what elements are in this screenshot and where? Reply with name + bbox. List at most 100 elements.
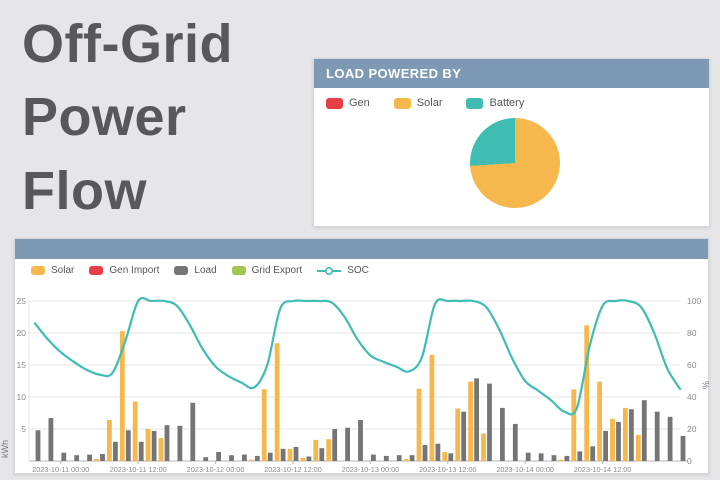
bar-solar[interactable] [558,459,564,461]
bar-solar[interactable] [326,439,332,461]
bar-load[interactable] [603,430,608,461]
bar-solar[interactable] [481,433,486,462]
bar-solar[interactable] [468,381,473,461]
bar-load[interactable] [87,454,92,461]
bar-load[interactable] [280,448,286,461]
bar-solar[interactable] [119,331,125,461]
bar-load[interactable] [345,427,350,461]
bar-load[interactable] [164,425,170,461]
legend-label: Battery [489,97,525,109]
soc-line[interactable] [33,296,682,416]
bar-solar[interactable] [429,354,435,461]
bar-load[interactable] [396,455,402,461]
bar-load[interactable] [474,378,479,461]
svg-text:15: 15 [17,360,27,370]
legend-item-soc[interactable]: SOC [317,265,369,276]
bar-load[interactable] [616,422,621,461]
svg-text:5: 5 [21,424,26,434]
bar-solar[interactable] [145,429,151,461]
bar-solar[interactable] [94,459,99,461]
bar-solar[interactable] [403,459,409,461]
bar-solar[interactable] [455,408,461,462]
bar-load[interactable] [551,455,557,461]
bar-solar[interactable] [300,457,306,461]
svg-text:100: 100 [687,296,701,306]
bar-load[interactable] [512,423,518,461]
bar-load[interactable] [409,455,415,461]
bar-load[interactable] [641,400,647,461]
bar-load[interactable] [319,448,325,461]
bar-load[interactable] [371,454,376,461]
bar-load[interactable] [332,429,338,461]
bar-load[interactable] [203,457,209,461]
bar-solar[interactable] [107,420,112,461]
legend-item-grid-export[interactable]: Grid Export [231,265,302,276]
svg-text:80: 80 [687,328,697,338]
bar-load[interactable] [74,455,80,461]
svg-text:2023-10-13 00:00: 2023-10-13 00:00 [342,465,400,472]
bar-load[interactable] [242,454,247,461]
bar-solar[interactable] [635,434,641,461]
bar-load[interactable] [138,441,144,461]
bar-load[interactable] [113,441,118,461]
legend-item-battery[interactable]: Battery [466,97,524,109]
bar-load[interactable] [564,455,570,461]
bar-load[interactable] [293,446,299,461]
bar-load[interactable] [48,418,54,461]
legend-item-solar[interactable]: Solar [393,97,442,109]
bar-load[interactable] [100,454,105,461]
bar-solar[interactable] [132,401,138,462]
legend-item-solar[interactable]: Solar [31,265,74,276]
bar-solar[interactable] [571,389,577,461]
bar-load[interactable] [306,456,312,462]
bar-load[interactable] [577,451,583,461]
pie-chart[interactable] [470,118,560,208]
legend-chip-solar-icon [31,266,45,275]
bar-load[interactable] [216,452,221,461]
bar-solar[interactable] [313,439,319,461]
bar-solar[interactable] [274,343,280,461]
bar-solar[interactable] [597,381,602,461]
bar-load[interactable] [680,436,686,461]
bar-solar[interactable] [248,459,254,461]
bar-solar[interactable] [442,452,448,461]
bar-load[interactable] [35,430,41,461]
bar-load[interactable] [525,452,531,461]
bar-load[interactable] [667,416,673,461]
bar-load[interactable] [422,445,428,461]
bar-load[interactable] [190,402,196,461]
bar-solar[interactable] [416,388,422,461]
bar-solar[interactable] [584,325,590,461]
legend-item-load[interactable]: Load [174,265,217,276]
bar-load[interactable] [125,430,131,461]
bar-solar[interactable] [158,438,164,461]
bar-load[interactable] [654,411,660,461]
bar-load[interactable] [358,420,363,461]
bar-load[interactable] [61,452,67,461]
bar-load[interactable] [383,455,389,461]
bar-load[interactable] [538,453,544,461]
bar-load[interactable] [629,409,634,461]
svg-text:2023-10-13 12:00: 2023-10-13 12:00 [419,465,477,472]
legend-item-gen-import[interactable]: Gen Import [89,265,159,276]
bar-load[interactable] [448,453,454,461]
bar-load[interactable] [590,446,596,461]
bar-load[interactable] [229,455,234,461]
bar-load[interactable] [435,443,441,461]
bar-solar[interactable] [623,407,628,461]
bar-solar[interactable] [261,389,267,461]
bar-load[interactable] [487,383,492,461]
legend-label: SOC [347,265,369,276]
bar-load[interactable] [267,452,273,461]
legend-chip-load-icon [174,266,189,275]
bar-solar[interactable] [287,448,293,461]
bar-load[interactable] [461,411,467,461]
bar-solar[interactable] [610,418,615,461]
bar-load[interactable] [177,425,183,461]
legend-item-gen[interactable]: Gen [326,97,370,109]
bar-load[interactable] [254,455,260,461]
bar-load[interactable] [151,430,157,461]
bar-load[interactable] [500,407,505,461]
soc-line-marker-icon [317,266,342,275]
flow-chart-svg[interactable]: 5 10 15 20 25 0 20 40 60 80 100 2023-10-11 00:00 202… [15,259,708,472]
